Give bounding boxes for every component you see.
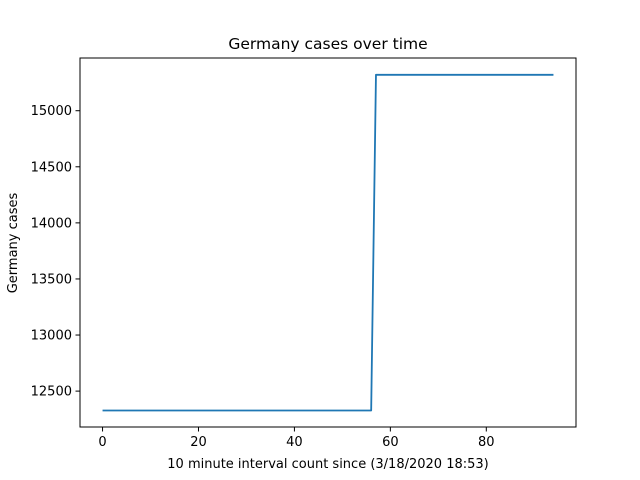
plot-frame [79, 57, 577, 428]
y-tick-label: 12500 [31, 385, 72, 400]
x-tick-label: 80 [478, 435, 495, 450]
y-tick-label: 14500 [31, 160, 72, 175]
x-axis-ticks: 0 20 40 60 80 [98, 427, 495, 450]
y-axis-ticks: 12500 13000 13500 14000 14500 15000 [31, 104, 80, 400]
x-tick-label: 0 [98, 435, 106, 450]
x-axis-label: 10 minute interval count since (3/18/202… [167, 457, 488, 472]
x-tick-label: 20 [190, 435, 207, 450]
x-tick-label: 40 [286, 435, 303, 450]
y-tick-label: 15000 [31, 104, 72, 119]
plot-area [79, 57, 577, 428]
chart-title: Germany cases over time [228, 35, 427, 53]
y-tick-label: 13000 [31, 329, 72, 344]
y-tick-label: 13500 [31, 272, 72, 287]
y-tick-label: 14000 [31, 216, 72, 231]
x-tick-label: 60 [382, 435, 399, 450]
y-axis-label: Germany cases [6, 193, 21, 294]
series-line-0 [102, 73, 554, 412]
